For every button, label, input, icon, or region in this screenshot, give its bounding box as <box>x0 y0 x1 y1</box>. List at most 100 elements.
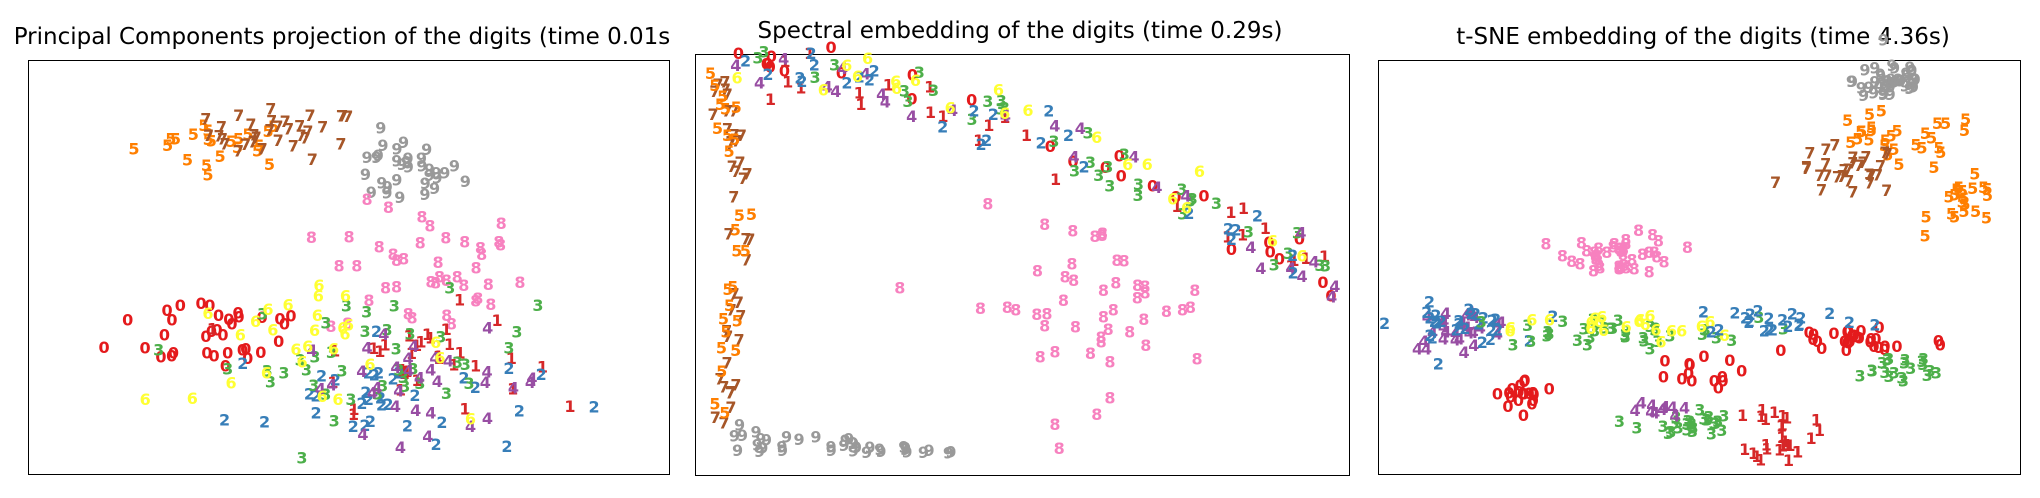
digit-point-2: 2 <box>1451 320 1462 339</box>
digit-point-6: 6 <box>891 79 902 98</box>
digit-point-7: 7 <box>1864 165 1875 184</box>
digit-point-1: 1 <box>433 347 444 366</box>
digit-point-1: 1 <box>883 76 894 95</box>
digit-point-1: 1 <box>425 328 436 347</box>
digit-point-4: 4 <box>1670 407 1681 426</box>
digit-point-2: 2 <box>1421 303 1432 322</box>
digit-point-6: 6 <box>364 355 375 374</box>
digit-point-9: 9 <box>1885 70 1896 89</box>
digit-point-5: 5 <box>746 205 757 224</box>
digit-point-5: 5 <box>1852 129 1863 148</box>
digit-point-0: 0 <box>1518 406 1529 425</box>
digit-point-2: 2 <box>1487 311 1498 330</box>
digit-point-7: 7 <box>733 293 744 312</box>
digit-point-7: 7 <box>725 383 736 402</box>
digit-point-9: 9 <box>1885 85 1896 104</box>
digit-point-1: 1 <box>348 400 359 419</box>
digit-point-8: 8 <box>1032 262 1043 281</box>
digit-point-2: 2 <box>1453 315 1464 334</box>
digit-point-2: 2 <box>365 412 376 431</box>
digit-point-4: 4 <box>403 361 414 380</box>
digit-point-5: 5 <box>1842 111 1853 130</box>
digit-point-1: 1 <box>1760 410 1771 429</box>
digit-point-9: 9 <box>1908 69 1919 88</box>
digit-point-5: 5 <box>717 87 728 106</box>
digit-point-4: 4 <box>1245 238 1256 257</box>
digit-point-8: 8 <box>1192 350 1203 369</box>
digit-point-8: 8 <box>403 304 414 323</box>
digit-point-0: 0 <box>1870 330 1881 349</box>
digit-point-5: 5 <box>709 394 720 413</box>
digit-point-3: 3 <box>1867 361 1878 380</box>
digit-point-3: 3 <box>398 368 409 387</box>
digit-point-5: 5 <box>1960 110 1971 129</box>
digit-point-5: 5 <box>162 136 173 155</box>
digit-point-8: 8 <box>334 256 345 275</box>
digit-point-3: 3 <box>503 339 514 358</box>
digit-point-9: 9 <box>1874 78 1885 97</box>
digit-point-2: 2 <box>1424 293 1435 312</box>
digit-point-6: 6 <box>337 319 348 338</box>
digit-point-7: 7 <box>200 109 211 128</box>
digit-point-1: 1 <box>1792 442 1803 461</box>
digit-point-9: 9 <box>421 140 432 159</box>
digit-point-5: 5 <box>1969 165 1980 184</box>
digit-point-3: 3 <box>1682 420 1693 439</box>
digit-point-0: 0 <box>233 303 244 322</box>
digit-point-3: 3 <box>1542 326 1553 345</box>
digit-point-1: 1 <box>404 326 415 345</box>
digit-point-7: 7 <box>272 117 283 136</box>
digit-point-5: 5 <box>1893 155 1904 174</box>
digit-point-1: 1 <box>782 73 793 92</box>
digit-point-9: 9 <box>826 437 837 456</box>
digit-point-4: 4 <box>1326 288 1337 307</box>
digit-point-6: 6 <box>1267 231 1278 250</box>
digit-point-9: 9 <box>1901 66 1912 85</box>
digit-point-3: 3 <box>1542 322 1553 341</box>
digit-point-2: 2 <box>1463 300 1474 319</box>
digit-point-2: 2 <box>1043 101 1054 120</box>
digit-point-3: 3 <box>372 385 383 404</box>
digit-point-3: 3 <box>1582 336 1593 355</box>
digit-point-8: 8 <box>1138 310 1149 329</box>
digit-point-0: 0 <box>1808 330 1819 349</box>
digit-point-4: 4 <box>1438 330 1449 349</box>
digit-point-5: 5 <box>1967 179 1978 198</box>
digit-point-7: 7 <box>283 120 294 139</box>
digit-point-6: 6 <box>1650 321 1661 340</box>
digit-point-5: 5 <box>1932 114 1943 133</box>
digit-point-5: 5 <box>720 323 731 342</box>
digit-point-6: 6 <box>267 321 278 340</box>
digit-point-3: 3 <box>1093 166 1104 185</box>
digit-point-8: 8 <box>1651 248 1662 267</box>
digit-point-2: 2 <box>864 71 875 90</box>
digit-point-7: 7 <box>1821 166 1832 185</box>
digit-point-7: 7 <box>280 112 291 131</box>
digit-point-3: 3 <box>1701 410 1712 429</box>
digit-point-9: 9 <box>943 444 954 463</box>
digit-point-2: 2 <box>1433 355 1444 374</box>
digit-point-4: 4 <box>1128 147 1139 166</box>
digit-point-7: 7 <box>240 135 251 154</box>
digit-point-2: 2 <box>1470 304 1481 323</box>
digit-point-6: 6 <box>1091 128 1102 147</box>
digit-point-0: 0 <box>1891 337 1902 356</box>
digit-point-0: 0 <box>212 320 223 339</box>
digit-point-5: 5 <box>170 130 181 149</box>
digit-point-2: 2 <box>1744 312 1755 331</box>
digit-point-8: 8 <box>1103 320 1114 339</box>
digit-point-0: 0 <box>1841 341 1852 360</box>
digit-point-2: 2 <box>1795 309 1806 328</box>
digit-point-0: 0 <box>1519 372 1530 391</box>
digit-point-7: 7 <box>738 169 749 188</box>
digit-point-9: 9 <box>1886 56 1897 75</box>
digit-point-7: 7 <box>735 306 746 325</box>
digit-point-6: 6 <box>434 349 445 368</box>
digit-point-4: 4 <box>1255 259 1266 278</box>
digit-point-9: 9 <box>460 172 471 191</box>
digit-point-1: 1 <box>406 344 417 363</box>
digit-point-8: 8 <box>1067 221 1078 240</box>
digit-point-6: 6 <box>818 81 829 100</box>
